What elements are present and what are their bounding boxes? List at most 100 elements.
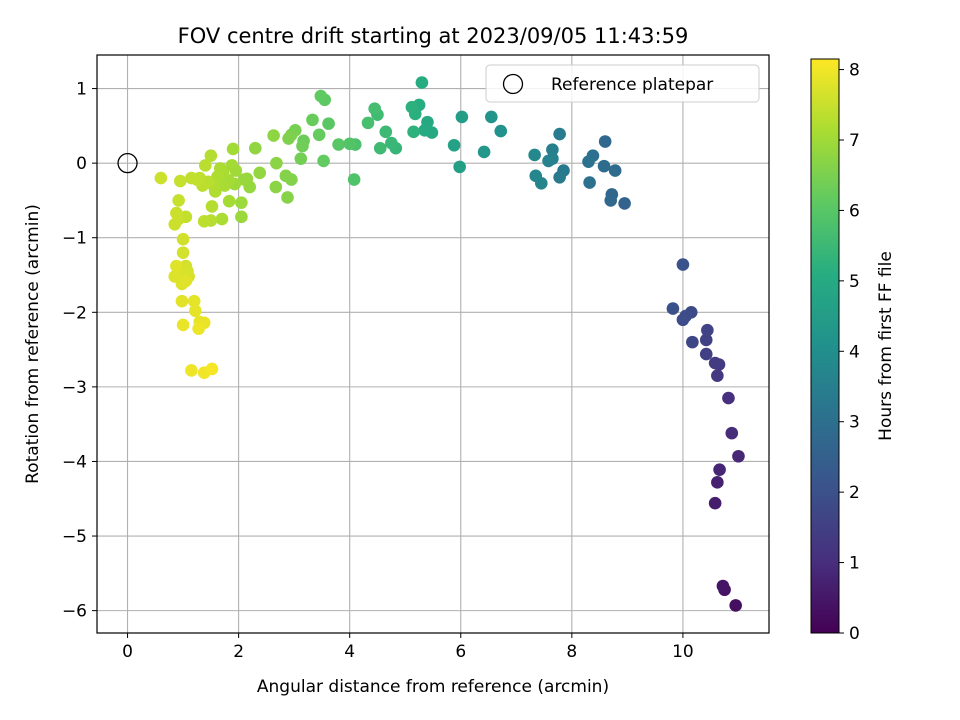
y-tick-label: −5 [62, 527, 87, 547]
data-point [176, 232, 190, 246]
data-point [415, 76, 429, 89]
data-point [379, 125, 393, 139]
data-point [215, 212, 229, 226]
data-point [708, 356, 722, 370]
data-point [204, 149, 218, 162]
data-point [192, 322, 205, 336]
data-point [187, 294, 201, 308]
plot-frame [96, 54, 770, 634]
colorbar-tick-label: 6 [849, 201, 860, 221]
data-point [528, 148, 541, 162]
data-point [176, 246, 190, 259]
data-point [494, 124, 508, 138]
data-point [322, 117, 335, 130]
data-point [597, 159, 611, 173]
data-point [185, 171, 198, 185]
data-point [170, 259, 183, 273]
y-axis-label: Rotation from reference (arcmin) [23, 204, 43, 484]
data-point [281, 191, 294, 204]
data-point [343, 137, 356, 151]
data-point [168, 270, 182, 283]
data-point [453, 160, 466, 174]
data-point [405, 100, 419, 114]
data-point [666, 302, 680, 315]
data-point [729, 599, 742, 612]
data-point [306, 113, 319, 127]
x-tick-label: 2 [233, 642, 244, 662]
data-point [312, 128, 326, 142]
data-point [248, 141, 262, 155]
colorbar-tick-label: 7 [849, 131, 860, 151]
data-point [604, 194, 618, 207]
x-tick-label: 6 [455, 642, 466, 662]
colorbar-tick-label: 8 [849, 61, 860, 81]
colorbar-label: Hours from first FF file [876, 251, 896, 441]
x-axis-label: Angular distance from reference (arcmin) [257, 677, 609, 697]
data-point [222, 194, 236, 208]
reference-marker [117, 152, 138, 174]
data-point [235, 210, 248, 224]
data-point [447, 138, 461, 152]
y-tick-label: −2 [62, 303, 87, 323]
data-point [368, 102, 381, 115]
y-tick-label: 1 [76, 80, 87, 100]
colorbar-tick-label: 2 [849, 483, 860, 503]
grid-lines [97, 55, 769, 633]
data-point [407, 125, 420, 139]
data-point [294, 152, 308, 165]
y-tick-label: −4 [62, 452, 87, 472]
reference-point [117, 152, 138, 174]
data-point [608, 164, 622, 177]
data-point [553, 171, 566, 184]
data-point [314, 89, 328, 103]
data-point [179, 274, 193, 288]
data-point [598, 135, 612, 148]
data-point [282, 132, 295, 145]
data-point [582, 155, 595, 168]
data-point [175, 294, 189, 308]
y-tick-label: 0 [76, 154, 87, 174]
data-point [485, 110, 498, 124]
colorbar-tick-label: 4 [849, 342, 860, 362]
data-point [185, 364, 198, 377]
legend-box [485, 64, 760, 103]
data-point [170, 206, 183, 220]
data-point [317, 154, 330, 168]
data-point [477, 145, 491, 159]
data-point [708, 496, 722, 510]
x-tick-label: 4 [344, 642, 355, 662]
data-point [732, 449, 745, 463]
data-point [270, 156, 283, 170]
data-point [197, 215, 211, 228]
x-tick-label: 8 [566, 642, 577, 662]
data-points [154, 76, 745, 612]
y-tick-label: −3 [62, 378, 87, 398]
legend-label: Reference platepar [551, 75, 713, 95]
x-tick-label: 0 [122, 642, 133, 662]
data-point [553, 127, 566, 141]
data-point [618, 197, 631, 210]
data-point [267, 129, 280, 142]
data-point [676, 258, 690, 271]
colorbar-gradient [810, 58, 840, 634]
data-point [226, 142, 240, 156]
data-point [225, 159, 239, 172]
data-point [205, 200, 219, 213]
data-point [198, 159, 212, 172]
colorbar-tick-label: 3 [849, 413, 860, 433]
data-point [205, 362, 219, 376]
data-point [686, 335, 699, 349]
data-point [269, 180, 283, 194]
data-point [583, 176, 596, 189]
legend-marker-icon [502, 73, 524, 95]
data-point [361, 116, 375, 130]
colorbar-ticks: 0 1 2 3 4 5 6 7 8 [839, 61, 860, 644]
data-point [168, 217, 182, 231]
data-point [711, 369, 724, 382]
data-point [385, 136, 398, 150]
x-axis: 0 2 4 6 8 10 [122, 633, 694, 662]
colorbar-tick-label: 5 [849, 272, 860, 292]
data-point [218, 179, 232, 192]
data-point [253, 166, 267, 180]
chart-title: FOV centre drift starting at 2023/09/05 … [178, 24, 689, 48]
